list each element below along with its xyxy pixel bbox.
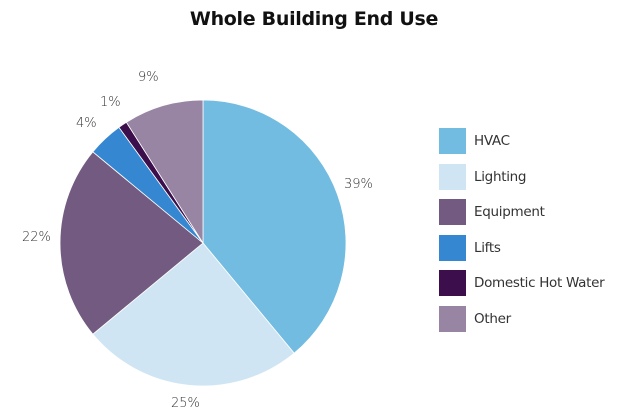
legend-swatch — [439, 305, 466, 332]
pie-slice-lighting — [92, 242, 295, 387]
legend-item-equipment: Equipment — [439, 199, 604, 225]
legend-swatch — [439, 163, 466, 190]
legend-label: Domestic Hot Water — [474, 275, 605, 291]
legend-swatch — [439, 199, 466, 225]
legend-swatch — [439, 270, 466, 296]
legend-item-domestic-hot-water: Domestic Hot Water — [439, 270, 605, 296]
legend-item-lifts: Lifts — [439, 234, 604, 261]
legend-item-other: Other — [439, 305, 604, 332]
legend-label: Lighting — [474, 168, 527, 185]
legend-item-lighting: Lighting — [439, 163, 604, 190]
slice-label-lifts: 4% — [76, 116, 97, 131]
chart-title: Whole Building End Use — [189, 8, 439, 30]
slice-label-lighting: 25% — [171, 396, 200, 411]
legend-label: Other — [474, 310, 511, 327]
legend-label: Lifts — [474, 239, 501, 256]
pie-slice-other — [125, 99, 204, 245]
legend-item-hvac: HVAC — [439, 128, 604, 154]
slice-label-other: 9% — [138, 70, 159, 85]
pie-slice-hvac — [202, 99, 347, 354]
legend: HVAC Lighting Equipment Lifts Domestic H… — [439, 128, 605, 341]
legend-swatch — [439, 128, 466, 154]
pie-slice-equipment — [59, 151, 204, 335]
legend-label: Equipment — [474, 204, 545, 220]
legend-label: HVAC — [474, 133, 510, 149]
slice-label-hvac: 39% — [344, 177, 373, 192]
legend-swatch — [439, 234, 466, 261]
slice-label-equipment: 22% — [22, 230, 51, 245]
slice-label-dhw: 1% — [100, 95, 121, 110]
